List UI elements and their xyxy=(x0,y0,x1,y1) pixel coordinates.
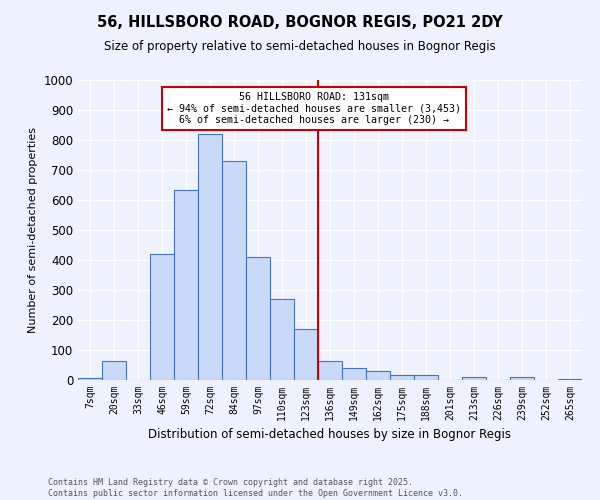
Text: Contains HM Land Registry data © Crown copyright and database right 2025.
Contai: Contains HM Land Registry data © Crown c… xyxy=(48,478,463,498)
Bar xyxy=(366,371,390,380)
Bar xyxy=(318,360,342,380)
Bar xyxy=(150,254,174,380)
Text: 56 HILLSBORO ROAD: 131sqm
← 94% of semi-detached houses are smaller (3,453)
6% o: 56 HILLSBORO ROAD: 131sqm ← 94% of semi-… xyxy=(167,92,461,125)
Bar xyxy=(174,190,198,380)
Bar xyxy=(510,377,534,380)
Bar xyxy=(78,378,102,380)
Bar xyxy=(270,299,294,380)
Bar xyxy=(246,257,270,380)
Bar xyxy=(198,134,222,380)
Bar xyxy=(462,377,486,380)
Bar xyxy=(414,374,438,380)
Y-axis label: Number of semi-detached properties: Number of semi-detached properties xyxy=(28,127,38,333)
Bar xyxy=(294,329,318,380)
Text: Size of property relative to semi-detached houses in Bognor Regis: Size of property relative to semi-detach… xyxy=(104,40,496,53)
Bar xyxy=(102,360,126,380)
X-axis label: Distribution of semi-detached houses by size in Bognor Regis: Distribution of semi-detached houses by … xyxy=(149,428,511,442)
Bar xyxy=(390,374,414,380)
Bar xyxy=(342,368,366,380)
Bar xyxy=(222,161,246,380)
Bar xyxy=(558,378,582,380)
Text: 56, HILLSBORO ROAD, BOGNOR REGIS, PO21 2DY: 56, HILLSBORO ROAD, BOGNOR REGIS, PO21 2… xyxy=(97,15,503,30)
